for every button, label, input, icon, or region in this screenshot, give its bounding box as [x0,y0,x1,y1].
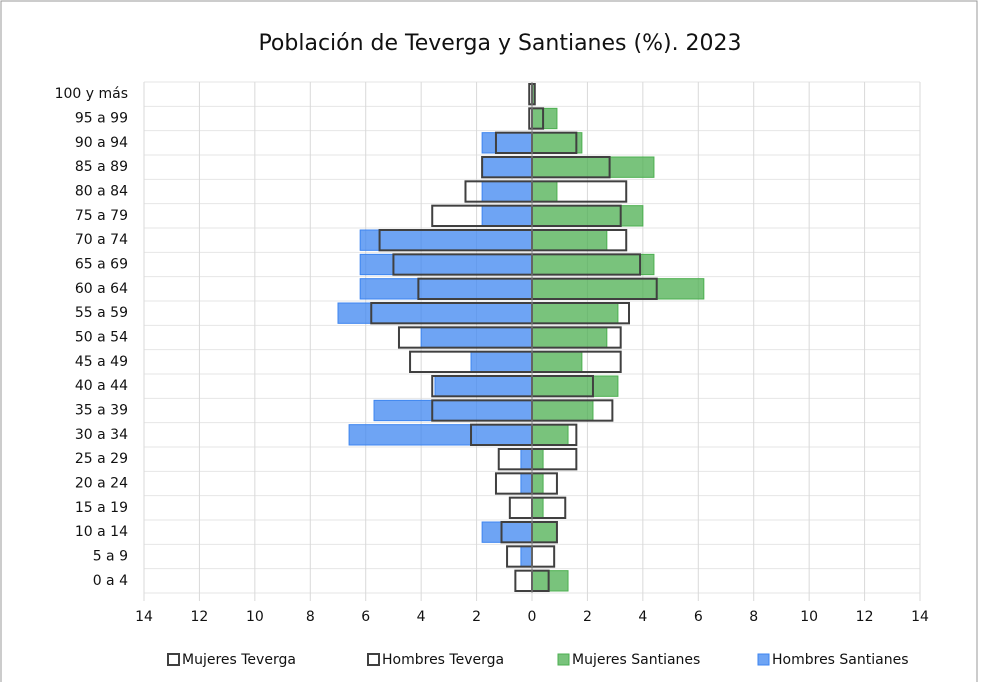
x-tick-label: 12 [856,609,874,625]
bar [531,351,583,373]
y-tick-label: 5 a 9 [93,549,128,565]
bar [481,180,533,203]
legend-swatch [367,653,380,666]
y-tick-label: 85 a 89 [75,159,128,175]
bar [481,132,533,154]
bar [531,472,544,495]
bar [420,326,533,349]
y-tick-label: 100 y más [55,86,128,102]
bar [348,424,533,446]
bar [520,472,533,495]
y-tick-label: 10 a 14 [75,524,128,540]
legend-label: Mujeres Santianes [572,652,700,668]
bar [531,253,655,276]
y-tick-label: 40 a 44 [75,378,128,394]
chart-title: Población de Teverga y Santianes (%). 20… [258,31,741,56]
x-tick-label: 0 [528,609,537,625]
x-tick-label: 10 [800,609,818,625]
y-tick-label: 55 a 59 [75,305,128,321]
bar [531,570,569,592]
bar [337,302,533,324]
bar [531,278,705,300]
bar [481,156,533,178]
bar [531,205,644,227]
legend-label: Hombres Santianes [772,652,909,668]
y-tick-label: 25 a 29 [75,451,128,467]
y-tick-label: 70 a 74 [75,232,128,248]
legend-swatch [557,653,570,666]
y-tick-label: 50 a 54 [75,330,128,346]
bar [531,497,544,519]
bar [531,521,558,543]
bar [359,229,533,251]
bar [434,375,533,397]
x-tick-label: 10 [246,609,264,625]
x-tick-label: 6 [694,609,703,625]
legend-swatch [167,653,180,666]
x-tick-label: 6 [361,609,370,625]
bar [531,326,608,349]
bar [531,399,594,422]
x-tick-label: 14 [135,609,153,625]
bar [481,205,533,227]
y-tick-label: 60 a 64 [75,281,128,297]
bar [531,132,583,154]
x-tick-label: 2 [472,609,481,625]
legend-swatch [757,653,770,666]
bar [359,278,533,300]
x-tick-label: 12 [191,609,209,625]
y-tick-label: 95 a 99 [75,111,128,127]
bar [531,375,619,397]
bar [531,448,544,470]
x-tick-label: 4 [417,609,426,625]
x-tick-label: 8 [749,609,758,625]
bar [373,399,533,422]
bar [470,351,533,373]
x-tick-label: 14 [911,609,929,625]
bar [531,180,558,203]
y-tick-label: 35 a 39 [75,403,128,419]
bar [531,302,619,324]
bar [531,424,569,446]
legend-label: Mujeres Teverga [182,652,296,668]
y-tick-label: 65 a 69 [75,257,128,273]
y-tick-label: 15 a 19 [75,500,128,516]
bar [520,448,533,470]
bar [359,253,533,276]
bar [531,156,655,178]
x-tick-label: 8 [306,609,315,625]
x-tick-label: 2 [583,609,592,625]
y-tick-label: 75 a 79 [75,208,128,224]
y-tick-label: 80 a 84 [75,184,128,200]
bar [531,229,608,251]
bar [520,545,533,568]
y-tick-label: 30 a 34 [75,427,128,443]
x-tick-label: 4 [638,609,647,625]
legend-label: Hombres Teverga [382,652,504,668]
y-tick-label: 90 a 94 [75,135,128,151]
y-tick-label: 0 a 4 [93,573,128,589]
y-tick-label: 20 a 24 [75,476,128,492]
bar [481,521,533,543]
bar [531,107,558,130]
y-tick-label: 45 a 49 [75,354,128,370]
